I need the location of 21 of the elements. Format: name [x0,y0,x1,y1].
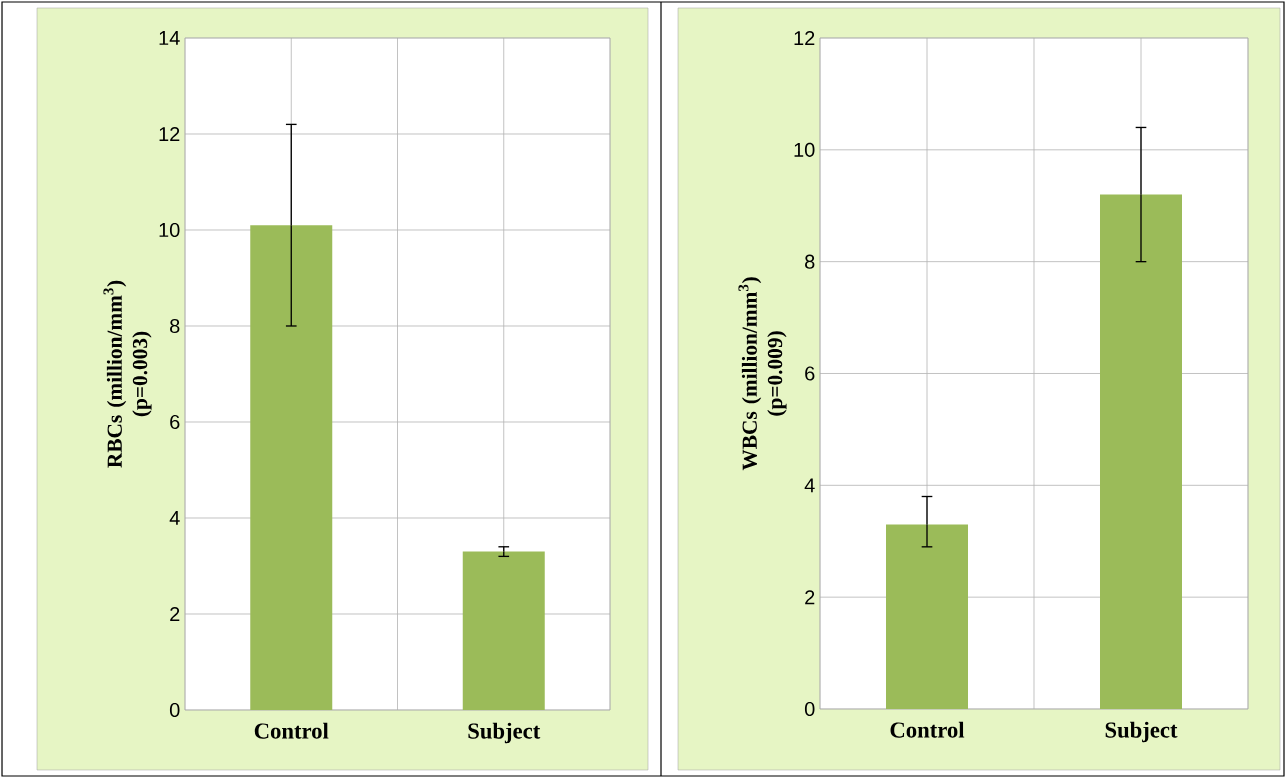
y-tick-label: 0 [804,701,815,717]
y-tick-label: 10 [159,222,180,238]
y-tick-label: 14 [159,31,180,45]
x-tick-label: Control [890,721,965,738]
y-tick-label: 8 [170,318,180,334]
x-tick-label: Subject [468,722,541,744]
x-tick-label: Control [254,722,329,739]
y-tick-label: 8 [805,254,815,269]
y-tick-label: 10 [794,142,815,157]
text: WBCs (million/mm$^{3}$) (p=0.009) [738,277,787,471]
y-tick-label: 12 [159,127,180,141]
x-tick-label: Subject [1105,721,1178,743]
y-tick-label: 6 [805,366,815,381]
y-tick-label: 2 [170,607,180,621]
y-tick-label: 6 [170,414,180,430]
y-tick-label: 4 [804,478,815,493]
y-tick-label: 4 [169,511,180,525]
y-tick-label: 2 [805,590,815,605]
y-tick-label: 12 [794,31,815,45]
y-tick-label: 0 [169,702,180,718]
text: RBCs (million/mm$^{3}$) (p=0.003) [103,280,152,468]
